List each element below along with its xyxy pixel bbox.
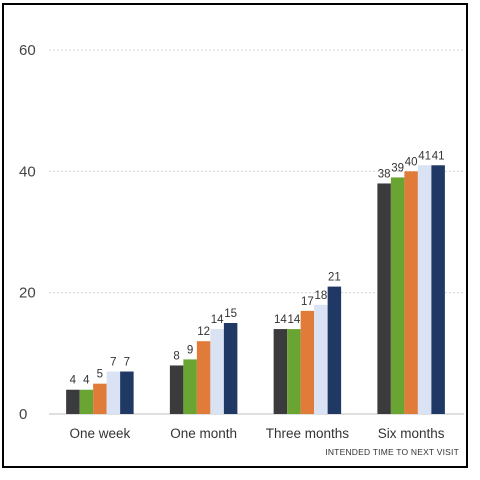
x-axis-title: INTENDED TIME TO NEXT VISIT xyxy=(325,447,459,457)
data-label: 14 xyxy=(287,314,300,326)
bar xyxy=(79,389,94,414)
bar xyxy=(273,329,288,414)
bar xyxy=(431,165,445,414)
y-axis-ticks: 0 20 40 60 xyxy=(19,42,36,423)
bar xyxy=(300,310,315,414)
data-label: 18 xyxy=(314,290,327,302)
data-label: 38 xyxy=(378,168,391,180)
data-label: 7 xyxy=(110,357,116,369)
data-label: 7 xyxy=(124,357,130,369)
category-label: Six months xyxy=(378,426,445,441)
data-label: 14 xyxy=(211,314,224,326)
data-label: 40 xyxy=(405,156,418,168)
bar xyxy=(93,383,107,414)
bar xyxy=(314,304,328,414)
y-tick-label: 40 xyxy=(19,163,36,180)
data-label: 17 xyxy=(301,296,314,308)
bar xyxy=(210,329,224,414)
category-label: Three months xyxy=(266,426,350,441)
data-label: 4 xyxy=(83,375,90,387)
data-label: 41 xyxy=(418,150,431,162)
bar xyxy=(169,365,184,414)
chart-frame: 0 20 40 60 4 4 5 7 7 8 9 12 14 15 14 14 17 18 21 38 39 40 41 4… xyxy=(2,3,468,468)
data-label: 15 xyxy=(224,308,237,320)
data-label: 21 xyxy=(328,272,341,284)
bar xyxy=(196,341,211,414)
bar xyxy=(327,286,342,414)
category-label: One month xyxy=(170,426,237,441)
y-tick-label: 60 xyxy=(19,42,36,59)
data-label: 39 xyxy=(391,162,404,174)
category-label: One week xyxy=(69,426,130,441)
bar xyxy=(377,183,391,414)
bar xyxy=(404,171,418,414)
data-label: 12 xyxy=(197,326,210,338)
data-label: 14 xyxy=(274,314,287,326)
bar xyxy=(66,389,80,414)
data-label: 8 xyxy=(173,350,179,362)
bar xyxy=(287,329,301,414)
bar xyxy=(183,359,197,414)
bars xyxy=(66,165,445,414)
bar xyxy=(390,177,405,414)
data-label: 9 xyxy=(187,344,193,356)
data-label: 41 xyxy=(432,150,445,162)
bar xyxy=(417,165,432,414)
bar xyxy=(223,323,238,414)
x-axis-categories: One week One month Three months Six months xyxy=(69,426,444,441)
data-label: 4 xyxy=(70,375,77,387)
bar xyxy=(106,371,121,414)
y-tick-label: 0 xyxy=(19,406,27,423)
data-label: 5 xyxy=(97,369,103,381)
y-tick-label: 20 xyxy=(19,285,36,302)
bar xyxy=(120,371,134,414)
